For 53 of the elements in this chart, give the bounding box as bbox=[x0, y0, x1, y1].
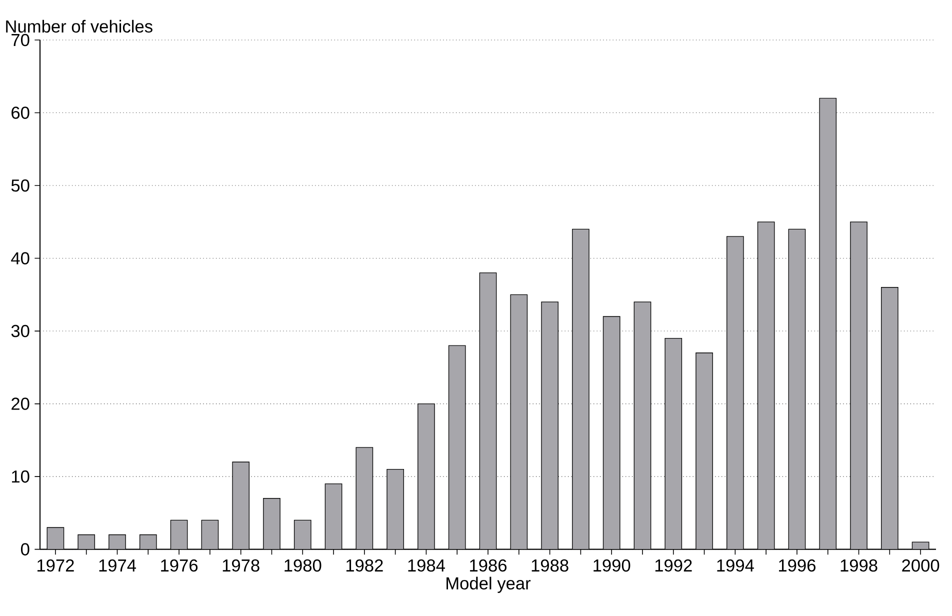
bar bbox=[140, 534, 156, 550]
y-tick-label: 10 bbox=[12, 470, 30, 483]
x-axis-title: Model year bbox=[446, 576, 531, 593]
y-tick-label: 50 bbox=[11, 179, 30, 192]
x-tick-label: 1990 bbox=[594, 559, 630, 572]
bar bbox=[232, 462, 250, 550]
bar bbox=[325, 484, 342, 550]
x-tick-label: 1996 bbox=[779, 559, 816, 572]
bar bbox=[480, 272, 496, 550]
bar bbox=[108, 534, 126, 550]
bar bbox=[726, 236, 744, 550]
x-tick-label: 1982 bbox=[346, 559, 383, 572]
x-tick-label: 1992 bbox=[655, 559, 692, 572]
bar bbox=[294, 520, 311, 550]
y-tick-label: 60 bbox=[12, 106, 30, 119]
x-tick-label: 1998 bbox=[840, 559, 878, 572]
bar bbox=[356, 447, 373, 550]
x-tick-label: 2000 bbox=[902, 559, 940, 572]
y-axis-title: Number of vehicles bbox=[6, 20, 152, 33]
x-tick-label: 1984 bbox=[408, 559, 445, 572]
bar bbox=[881, 287, 898, 550]
bar bbox=[78, 534, 95, 550]
x-tick-label: 1978 bbox=[222, 559, 260, 572]
bar bbox=[665, 338, 682, 550]
bar bbox=[47, 527, 64, 550]
x-tick-label: 1972 bbox=[37, 559, 74, 572]
y-tick-label: 30 bbox=[11, 324, 30, 338]
bar bbox=[634, 302, 651, 550]
x-tick-label: 1980 bbox=[284, 559, 322, 572]
bar bbox=[510, 294, 528, 550]
y-tick-label: 0 bbox=[20, 543, 30, 556]
bar bbox=[758, 222, 774, 550]
x-tick-label: 1974 bbox=[99, 559, 136, 572]
bar bbox=[263, 498, 280, 550]
bar bbox=[788, 229, 806, 550]
x-tick-label: 1976 bbox=[161, 559, 198, 572]
x-tick-label: 1988 bbox=[532, 559, 568, 572]
bar bbox=[696, 352, 713, 550]
bar bbox=[418, 404, 435, 550]
y-tick-label: 70 bbox=[12, 34, 30, 46]
bar bbox=[170, 520, 188, 550]
x-tick-label: 1986 bbox=[470, 559, 507, 572]
bar bbox=[202, 520, 218, 550]
bar bbox=[448, 346, 466, 550]
y-tick-label: 20 bbox=[12, 398, 30, 410]
bar bbox=[603, 316, 620, 550]
bar bbox=[820, 98, 836, 550]
bar bbox=[541, 302, 558, 550]
bar bbox=[850, 222, 868, 550]
bar bbox=[572, 229, 590, 550]
bar bbox=[386, 469, 404, 550]
x-tick-label: 1994 bbox=[717, 559, 754, 572]
y-tick-label: 40 bbox=[11, 252, 30, 264]
